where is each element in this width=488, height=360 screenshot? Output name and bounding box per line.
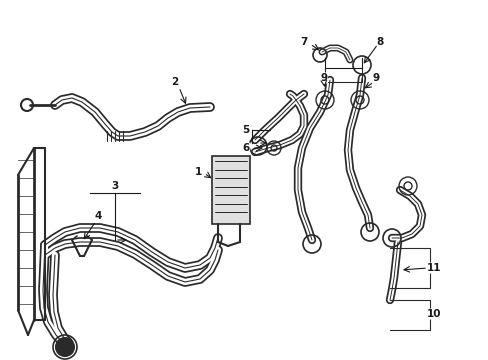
Bar <box>212 156 249 224</box>
Text: 4: 4 <box>94 211 102 221</box>
Text: 11: 11 <box>426 263 440 273</box>
Text: 9: 9 <box>320 73 327 83</box>
Text: 10: 10 <box>426 309 440 319</box>
Text: 3: 3 <box>111 181 119 191</box>
Text: 2: 2 <box>171 77 178 87</box>
Text: 1: 1 <box>194 167 201 177</box>
Text: 7: 7 <box>300 37 307 47</box>
Text: 6: 6 <box>242 143 249 153</box>
Text: 8: 8 <box>376 37 383 47</box>
Text: 9: 9 <box>372 73 379 83</box>
Text: 5: 5 <box>242 125 249 135</box>
Circle shape <box>56 338 74 356</box>
